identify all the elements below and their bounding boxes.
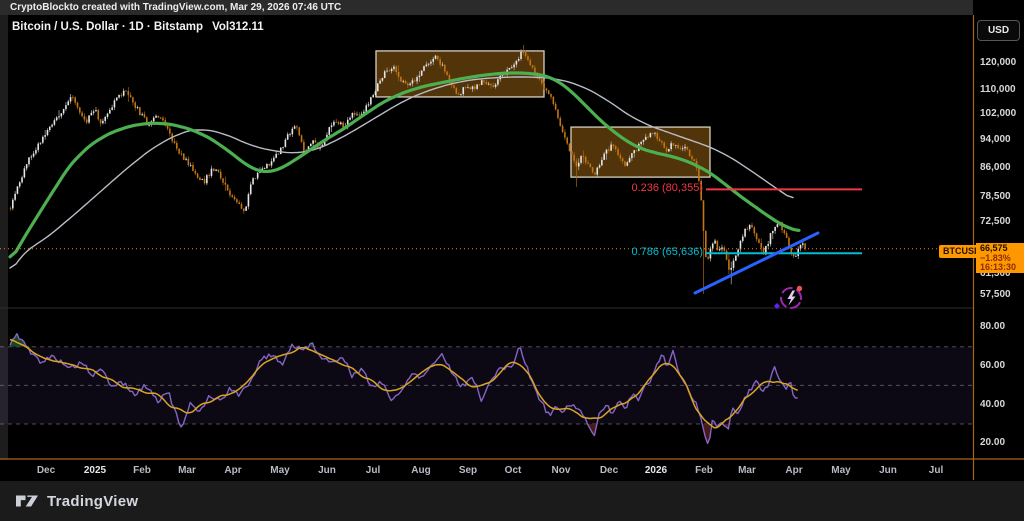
price-tick-120000: 120,000 <box>980 57 1017 68</box>
rsi-tick-20: 20.00 <box>980 437 1006 448</box>
time-tick-feb: Feb <box>133 465 151 476</box>
time-tick-sep: Sep <box>458 465 478 476</box>
trendline[interactable] <box>693 231 820 295</box>
symbol-title: Bitcoin / U.S. Dollar · 1D · Bitstamp <box>12 21 204 33</box>
time-tick-aug: Aug <box>411 465 431 476</box>
tradingview-logo-icon[interactable] <box>15 493 40 509</box>
symbol-price-tag[interactable]: BTCUSD <box>939 245 985 258</box>
time-tick-dec: Dec <box>599 465 619 476</box>
time-tick-mar: Mar <box>178 465 196 476</box>
price-tick-86000: 86,000 <box>980 162 1011 173</box>
time-tick-feb: Feb <box>695 465 713 476</box>
rsi-tick-60: 60.00 <box>980 360 1006 371</box>
time-tick-2025: 2025 <box>83 465 107 476</box>
time-tick-may: May <box>270 465 290 476</box>
tradingview-wordmark[interactable]: TradingView <box>47 492 139 510</box>
currency-toggle-button[interactable]: USD <box>977 20 1020 41</box>
chart-legend: Bitcoin / U.S. Dollar · 1D · Bitstamp Vol… <box>12 21 264 33</box>
time-tick-mar: Mar <box>738 465 756 476</box>
time-tick-jun: Jun <box>318 465 336 476</box>
candlestick-series <box>9 44 806 294</box>
price-tick-78500: 78,500 <box>980 191 1011 202</box>
time-tick-jul: Jul <box>365 465 381 476</box>
time-tick-nov: Nov <box>551 465 571 476</box>
price-tick-72500: 72,500 <box>980 216 1011 227</box>
time-tick-oct: Oct <box>504 465 522 476</box>
slow-ma-line <box>9 76 794 269</box>
bar-countdown: 16:13:30 <box>980 262 1017 272</box>
rsi-oversold-fill <box>703 424 710 444</box>
supply-zone-border-2[interactable] <box>570 126 711 178</box>
supply-zone-2[interactable] <box>571 127 710 178</box>
chart-left-border <box>0 15 8 459</box>
price-tick-57500: 57,500 <box>980 289 1011 300</box>
time-tick-apr: Apr <box>785 465 803 476</box>
rsi-ma-line <box>9 338 799 429</box>
time-tick-jul: Jul <box>928 465 944 476</box>
footer-bar: TradingView <box>0 481 1024 521</box>
time-tick-dec: Dec <box>36 465 56 476</box>
attribution-bar: CryptoBlockto created with TradingView.c… <box>0 0 973 15</box>
boost-replay-icon[interactable] <box>774 285 804 312</box>
fib-label-2: 0.786 (65,636) <box>631 246 703 258</box>
fast-ma-line <box>8 71 801 259</box>
time-tick-apr: Apr <box>224 465 242 476</box>
currency-label: USD <box>987 25 1010 36</box>
price-tick-94000: 94,000 <box>980 134 1011 145</box>
time-tick-jun: Jun <box>879 465 897 476</box>
price-tick-110000: 110,000 <box>980 84 1016 95</box>
supply-zones[interactable] <box>375 50 711 178</box>
attribution-text: CryptoBlockto created with TradingView.c… <box>10 2 342 13</box>
rsi-overbought-fill <box>10 333 27 347</box>
last-price-value: 66,575 <box>980 243 1008 253</box>
rsi-line <box>9 333 798 445</box>
price-tick-102000: 102,000 <box>980 108 1017 119</box>
time-tick-2026: 2026 <box>644 465 668 476</box>
supply-zone-border-1[interactable] <box>375 50 545 98</box>
volume-value: Vol312.11 <box>212 21 264 33</box>
change-percent: −1.83% <box>980 252 1011 263</box>
rsi-tick-40: 40.00 <box>980 399 1006 410</box>
last-price-label[interactable]: 66,575 −1.83% 16:13:30 <box>976 243 1024 273</box>
price-tick-61500: 61,500 <box>980 268 1011 279</box>
fib-label-1: 0.236 (80,355) <box>631 182 703 194</box>
time-tick-may: May <box>831 465 851 476</box>
rsi-tick-80: 80.00 <box>980 321 1006 332</box>
